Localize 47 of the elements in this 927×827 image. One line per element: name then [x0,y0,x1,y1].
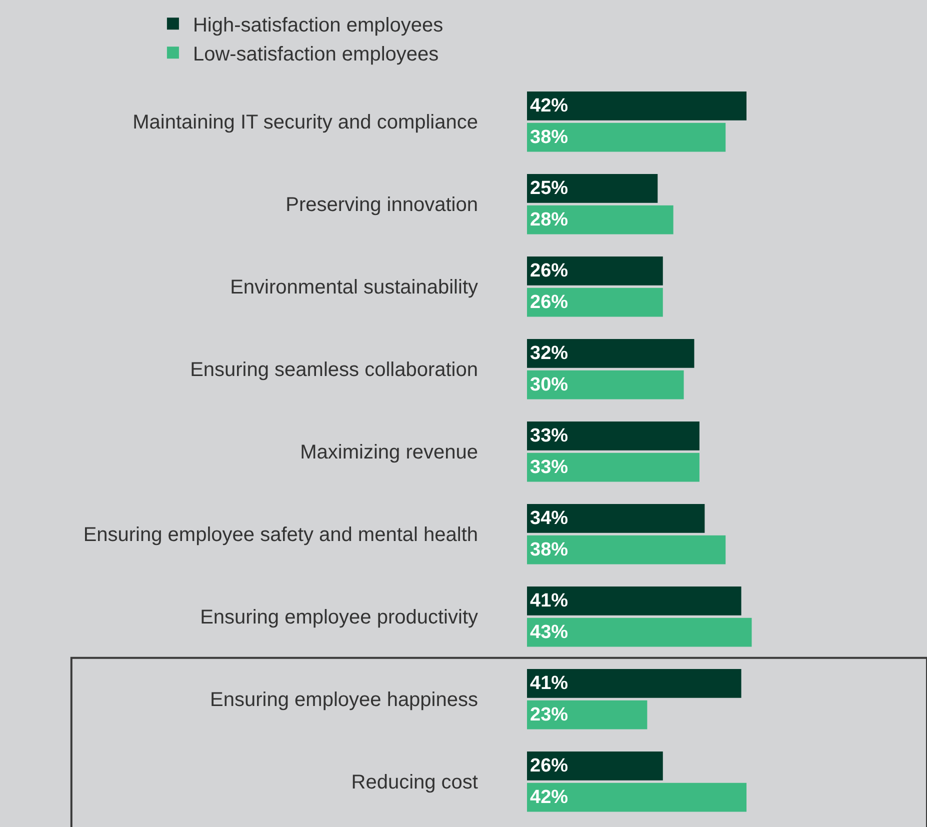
bar [527,122,726,152]
data-label: 33% [530,456,568,478]
bar [527,256,663,286]
y-tick-label: Ensuring seamless collaboration [190,359,478,382]
data-label: 38% [530,539,568,560]
data-label: 41% [530,590,568,612]
data-label: 38% [530,126,568,148]
legend-label: Low-satisfaction employees [192,43,439,66]
y-tick-label: Ensuring employee productivity [200,606,478,629]
data-label: 26% [530,755,568,776]
bar [527,174,658,203]
bar [527,452,700,482]
y-tick-label: Maintaining IT security and compliance [132,112,478,134]
bar [527,205,674,234]
bar [527,586,742,616]
data-label: 33% [530,425,568,446]
bar [527,288,663,317]
bar [527,535,726,564]
bar [527,752,663,780]
data-label: 25% [530,178,568,199]
bar [527,92,746,120]
data-label: 34% [530,508,568,529]
bar [527,669,742,698]
bar [527,370,684,400]
data-label: 23% [530,704,568,726]
data-label: 43% [530,622,568,643]
data-label: 26% [530,292,568,313]
data-label: 26% [530,260,568,282]
bar [527,339,694,368]
y-tick-label: Maximizing revenue [300,442,478,464]
data-label: 30% [530,374,568,396]
legend-label: High-satisfaction employees [192,14,444,36]
data-label: 28% [530,209,568,230]
y-tick-label: Environmental sustainability [230,276,478,299]
y-tick-label: Reducing cost [351,772,478,794]
y-tick-label: Ensuring employee safety and mental health [83,524,478,546]
bar [527,618,752,647]
bar [527,700,648,730]
bar [527,504,705,533]
y-tick-label: Ensuring employee happiness [210,689,478,712]
data-label: 32% [530,342,568,364]
data-label: 42% [530,786,568,808]
data-label: 41% [530,672,568,694]
bar [527,422,700,450]
bar [527,782,746,812]
data-label: 42% [530,95,568,116]
y-tick-label: Preserving innovation [286,194,478,216]
